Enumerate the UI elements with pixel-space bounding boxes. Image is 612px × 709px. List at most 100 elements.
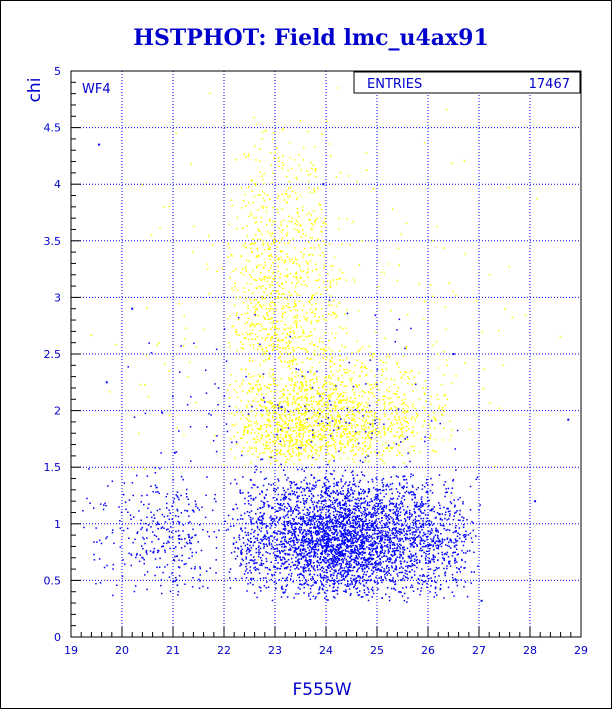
data-point — [446, 538, 448, 540]
data-point — [239, 491, 241, 493]
data-point — [386, 544, 389, 546]
data-point — [431, 450, 433, 452]
data-point — [334, 446, 336, 448]
data-point — [333, 485, 335, 488]
data-point — [309, 591, 312, 594]
data-point — [339, 457, 342, 460]
data-point — [388, 541, 390, 544]
data-point — [369, 522, 371, 524]
data-point — [292, 564, 295, 567]
data-point — [438, 405, 441, 407]
data-point — [306, 428, 308, 430]
data-point — [322, 341, 324, 343]
data-point — [357, 551, 360, 553]
data-point — [375, 514, 377, 517]
data-point — [272, 415, 274, 417]
data-point — [334, 509, 337, 511]
data-point — [320, 438, 322, 440]
data-point — [321, 486, 324, 488]
data-point — [269, 267, 272, 269]
data-point — [358, 412, 361, 414]
data-point — [327, 576, 329, 578]
data-point — [381, 531, 383, 534]
data-point — [289, 541, 292, 543]
data-point — [378, 423, 381, 425]
data-point — [286, 404, 289, 406]
data-point — [317, 533, 319, 536]
data-point — [397, 530, 399, 532]
data-point — [381, 535, 383, 537]
data-point — [307, 276, 309, 278]
data-point — [259, 171, 261, 173]
data-point — [364, 444, 367, 447]
data-point — [369, 524, 372, 527]
data-point — [361, 513, 364, 515]
data-point — [448, 282, 450, 285]
data-point — [365, 436, 367, 439]
data-point — [449, 523, 451, 526]
data-point — [363, 537, 365, 539]
data-point — [266, 413, 268, 415]
data-point — [301, 395, 303, 398]
data-point — [283, 524, 286, 526]
data-point — [330, 282, 332, 285]
data-point — [317, 238, 319, 240]
data-point — [361, 240, 363, 242]
data-point — [423, 533, 426, 536]
data-point — [288, 419, 290, 422]
data-point — [302, 429, 305, 431]
data-point — [363, 591, 366, 594]
data-point — [259, 304, 261, 306]
data-point — [463, 534, 466, 536]
data-point — [305, 534, 308, 537]
data-point — [360, 539, 362, 542]
data-point — [303, 586, 305, 589]
data-point — [360, 488, 362, 490]
data-point — [307, 513, 310, 515]
data-point — [341, 395, 344, 398]
data-point — [361, 365, 363, 368]
data-point — [425, 552, 427, 555]
data-point — [382, 395, 385, 398]
data-point — [377, 535, 380, 538]
data-point — [454, 557, 456, 560]
data-point — [406, 576, 408, 579]
data-point — [402, 355, 405, 358]
data-point — [262, 414, 264, 416]
data-point — [357, 410, 360, 413]
data-point — [388, 397, 390, 400]
data-point — [245, 331, 248, 334]
data-point — [322, 357, 325, 359]
data-point — [315, 413, 317, 415]
data-point — [414, 382, 416, 384]
data-point — [260, 387, 262, 389]
data-point — [312, 191, 315, 194]
data-point — [329, 570, 331, 572]
data-point — [307, 174, 310, 176]
data-point — [290, 352, 292, 354]
data-point — [352, 542, 354, 545]
data-point — [483, 368, 486, 370]
data-point — [273, 439, 276, 441]
data-point — [333, 417, 335, 420]
data-point — [284, 435, 287, 438]
data-point — [315, 320, 318, 323]
data-point — [326, 449, 329, 452]
data-point — [248, 540, 250, 542]
data-point — [273, 390, 276, 393]
data-point — [292, 238, 294, 240]
data-point — [375, 519, 377, 521]
data-point — [353, 490, 356, 492]
data-point — [280, 425, 283, 428]
data-point — [254, 325, 256, 327]
data-point — [186, 376, 189, 378]
data-point — [273, 443, 276, 446]
data-point — [264, 264, 267, 267]
data-point — [329, 529, 332, 531]
data-point — [308, 542, 311, 544]
data-point — [368, 576, 370, 578]
data-point — [288, 434, 290, 437]
data-point — [269, 552, 271, 555]
data-point — [524, 314, 527, 316]
data-point — [452, 478, 455, 481]
